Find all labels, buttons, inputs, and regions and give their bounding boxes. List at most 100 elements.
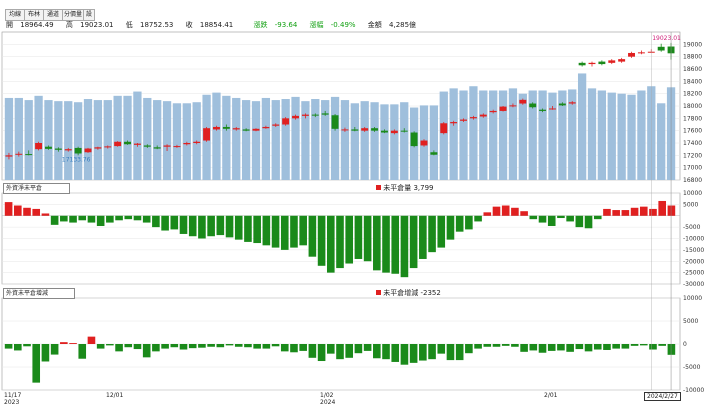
candle-body (114, 141, 122, 147)
candle-body (618, 59, 626, 62)
oi-change-bar (14, 344, 22, 351)
oi-bar (87, 215, 96, 223)
volume-bar (637, 90, 646, 180)
oi-change-bar (409, 344, 418, 363)
open-value: 18964.49 (20, 21, 54, 29)
low-value: 18752.53 (139, 21, 174, 29)
oi-bar (32, 208, 41, 216)
x-label-3: 2/01 (544, 392, 557, 399)
volume-bar (232, 97, 241, 180)
volume-bar (4, 97, 14, 180)
candle-body (519, 99, 527, 104)
oi-bar (649, 208, 657, 216)
panel3-select[interactable]: 外資未平倉增減 (3, 288, 75, 299)
low-annotation: 17133.76 (62, 156, 91, 163)
oi-bar (529, 215, 538, 220)
tab-settings[interactable]: 設 (83, 9, 95, 21)
volume-bar (597, 90, 607, 180)
volume-bar (330, 96, 340, 180)
candle-body (311, 114, 319, 116)
oi-change-bar (354, 344, 363, 354)
x-label-0: 11/17 2023 (4, 392, 21, 406)
oi-bar (566, 215, 574, 222)
candle-body (628, 52, 635, 57)
volume-bar (73, 102, 83, 180)
price-tick-label: 17200 (683, 152, 702, 159)
oi-bar (4, 202, 13, 216)
oi-tick-label: -30000 (683, 281, 704, 288)
volume-bar (14, 97, 23, 180)
volume-bar (212, 92, 221, 180)
panel2-legend-label: 未平倉量 (383, 184, 412, 192)
oi-bar (400, 215, 409, 278)
oi-change-bar (87, 336, 96, 344)
volume-bar (103, 100, 112, 180)
oi-change-bar (50, 344, 59, 355)
candle-body (460, 119, 467, 121)
candle-body (598, 61, 606, 65)
volume-bar (429, 105, 439, 180)
oi-bar (106, 215, 114, 223)
candle-body (351, 129, 359, 131)
oi-bar (50, 215, 59, 225)
candle-body (282, 118, 290, 125)
volume-bar (123, 95, 132, 180)
candle-body (143, 145, 151, 147)
pct-value: -0.49% (330, 21, 356, 29)
oi-change-bar (575, 344, 584, 350)
volume-bar (83, 99, 93, 180)
oi-bar (262, 215, 271, 246)
oi-bar (41, 213, 50, 216)
volume-bar (34, 95, 43, 180)
x-label-date: 12/01 (106, 392, 124, 399)
candle-body (450, 122, 458, 124)
high-annotation: 19023.01 (652, 35, 681, 42)
oi-bar (124, 215, 133, 220)
oi-change-bar (382, 344, 390, 360)
oi-change-bar (428, 344, 436, 360)
oi-bar (60, 215, 68, 222)
candle-body (637, 52, 645, 54)
volume-bar (439, 91, 448, 180)
candle-body (469, 117, 477, 119)
volume-bar (241, 100, 251, 180)
oi-bar (455, 215, 464, 232)
oi-bar (188, 215, 197, 237)
oi-tick-label: -5000 (683, 224, 701, 231)
candle-body (213, 126, 220, 130)
oi-change-bar (198, 344, 206, 348)
volume-bar (449, 88, 458, 180)
panel2-select[interactable]: 外資淨未平倉 (3, 183, 70, 194)
candle-body (440, 123, 448, 134)
candle-body (84, 148, 92, 153)
oi-change-tick-label: 5000 (683, 318, 698, 325)
high-value: 19023.01 (80, 21, 114, 29)
oi-change-bar (658, 344, 666, 346)
tab-volume-profile[interactable]: 分價量 (62, 9, 84, 21)
oi-change-bar (179, 344, 188, 350)
volume-bar (162, 101, 172, 180)
oi-change-tick-label: -10000 (683, 387, 704, 394)
oi-change-bar (621, 344, 630, 349)
volume-bar (558, 90, 567, 180)
volume-bar (459, 90, 468, 180)
oi-bar (142, 215, 151, 223)
oi-bar (391, 215, 400, 274)
oi-bar (538, 215, 547, 223)
panel2-legend-swatch (376, 185, 381, 190)
oi-change-bar (262, 344, 271, 349)
oi-change-bar (271, 344, 280, 347)
volume-bar (153, 100, 162, 180)
oi-change-bar (124, 344, 133, 348)
open-label: 開 (6, 21, 13, 29)
price-tick-label: 17400 (683, 140, 702, 147)
candle-body (272, 124, 280, 126)
pct-label: 漲幅 (309, 21, 324, 29)
oi-change-bar (115, 344, 123, 352)
price-tick-label: 18400 (683, 78, 702, 85)
volume-bar (627, 94, 636, 180)
oi-change-tick-label: -5000 (683, 364, 701, 371)
oi-bar (225, 215, 234, 238)
oi-bar (437, 215, 446, 248)
